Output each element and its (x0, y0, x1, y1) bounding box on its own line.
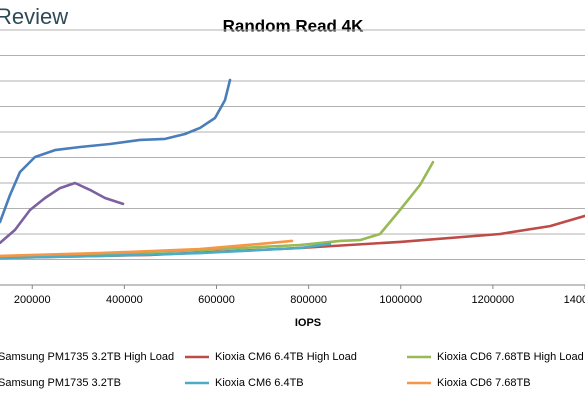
x-tick-label: 400000 (106, 294, 143, 306)
x-tick-label: 800000 (290, 294, 327, 306)
series-line (0, 239, 294, 258)
series-line (0, 242, 332, 260)
x-tick-label: 1000000 (379, 294, 422, 306)
x-tick-label: 1200000 (471, 294, 514, 306)
legend-label: Kioxia CM6 6.4TB High Load (215, 351, 357, 363)
x-axis-title: IOPS (295, 317, 321, 329)
series-line (0, 214, 585, 260)
legend-label: Samsung PM1735 3.2TB High Load (0, 351, 174, 363)
legend-label: Kioxia CD6 7.68TB High Load (437, 351, 584, 363)
x-tick-label: 600000 (198, 294, 235, 306)
series-line (0, 181, 125, 245)
x-tick-label: 200000 (14, 294, 51, 306)
chart-title: Random Read 4K (223, 16, 364, 35)
legend-label: Kioxia CD6 7.68TB (437, 377, 531, 389)
legend-label: Kioxia CM6 6.4TB (215, 377, 304, 389)
series-line (0, 78, 232, 224)
x-tick-label: 1400000 (564, 294, 585, 306)
brand-logo: Review (0, 4, 68, 29)
legend-label: Samsung PM1735 3.2TB (0, 377, 121, 389)
